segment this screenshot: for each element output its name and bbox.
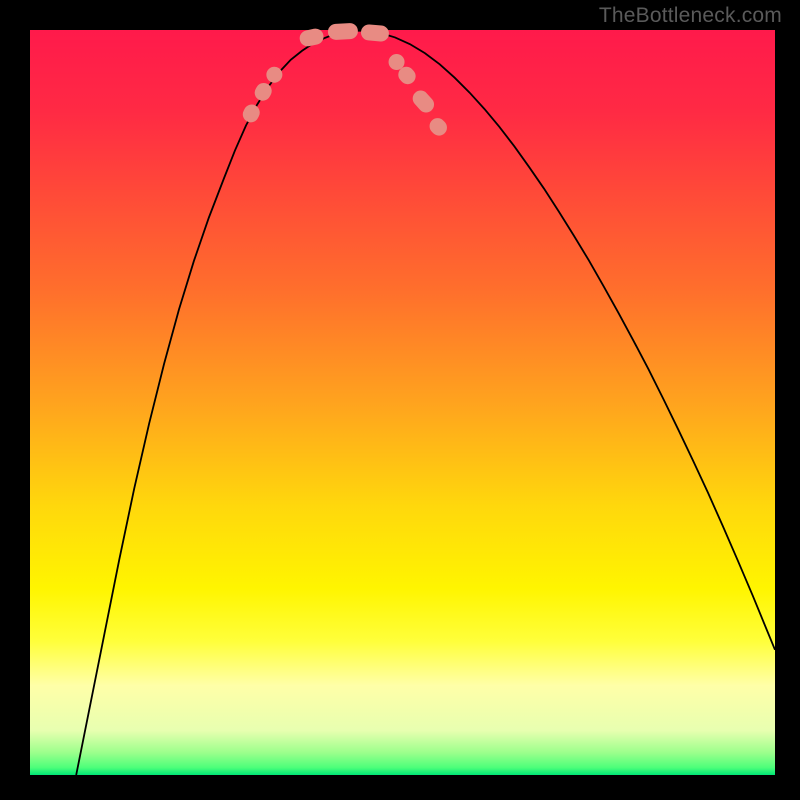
curve-marker: [263, 64, 285, 86]
curve-marker: [426, 115, 450, 139]
curve-marker: [298, 27, 325, 48]
chart-svg-layer: [30, 30, 775, 775]
curve-marker: [240, 102, 263, 125]
bottleneck-curve: [76, 31, 775, 775]
watermark-text: TheBottleneck.com: [599, 4, 782, 28]
curve-marker: [409, 87, 437, 116]
curve-marker: [328, 23, 359, 41]
chart-plot-area: [30, 30, 775, 775]
curve-marker: [360, 24, 389, 42]
